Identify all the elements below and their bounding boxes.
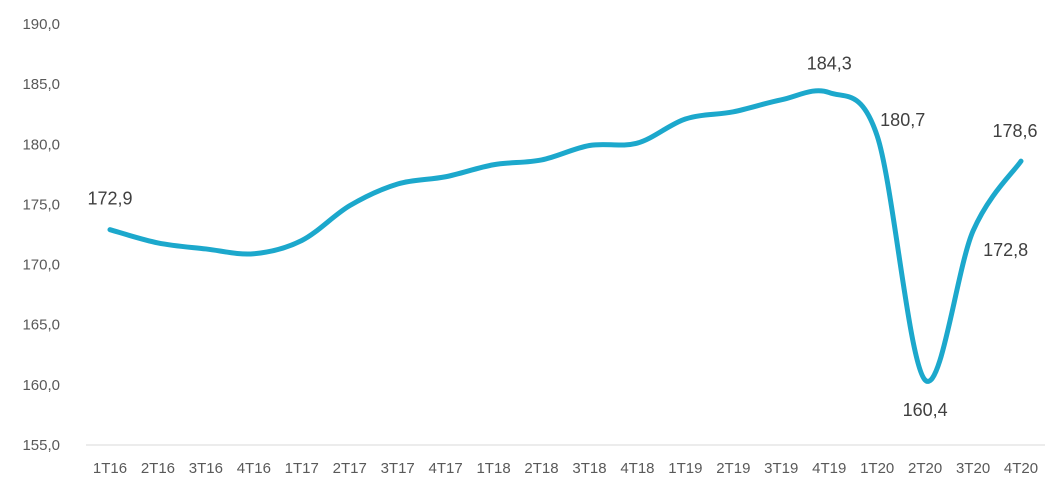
data-label: 184,3: [807, 54, 852, 74]
y-tick-label: 185,0: [22, 76, 60, 93]
y-tick-label: 170,0: [22, 257, 60, 274]
x-tick-label: 3T18: [572, 460, 606, 477]
x-tick-label: 4T20: [1004, 460, 1038, 477]
y-tick-label: 160,0: [22, 377, 60, 394]
x-tick-label: 1T19: [668, 460, 702, 477]
x-tick-label: 4T17: [429, 460, 463, 477]
x-tick-label: 1T16: [93, 460, 127, 477]
x-tick-label: 3T19: [764, 460, 798, 477]
data-label: 178,6: [993, 121, 1038, 141]
y-tick-label: 180,0: [22, 136, 60, 153]
data-points: [107, 90, 1023, 382]
x-tick-label: 3T20: [956, 460, 990, 477]
series: [107, 88, 1024, 384]
data-label: 160,4: [903, 400, 948, 420]
x-axis: 1T16 2T16 3T16 4T16 1T17 2T17 3T17 4T17 1T18 2T18…: [86, 444, 1045, 477]
x-tick-label: 3T17: [381, 460, 415, 477]
data-label: 180,7: [880, 110, 925, 130]
y-tick-label: 155,0: [22, 437, 60, 454]
x-tick-label: 2T16: [141, 460, 175, 477]
y-tick-label: 190,0: [22, 16, 60, 33]
x-tick-label: 1T20: [860, 460, 894, 477]
x-tick-label: 2T17: [333, 460, 367, 477]
series-line: [107, 88, 1024, 384]
data-labels: 172,9 184,3 180,7 160,4 172,8 178,6: [87, 54, 1037, 420]
x-tick-label: 4T16: [237, 460, 271, 477]
x-tick-label: 2T20: [908, 460, 942, 477]
x-tick-label: 4T18: [620, 460, 654, 477]
data-label: 172,8: [983, 240, 1028, 260]
x-tick-label: 2T19: [716, 460, 750, 477]
x-tick-label: 3T16: [189, 460, 223, 477]
data-label: 172,9: [87, 189, 132, 209]
x-tick-label: 1T18: [476, 460, 510, 477]
y-axis: 155,0 160,0 165,0 170,0 175,0 180,0 185,0 190,0: [22, 16, 60, 454]
y-tick-label: 165,0: [22, 317, 60, 334]
x-tick-label: 2T18: [524, 460, 558, 477]
y-tick-label: 175,0: [22, 196, 60, 213]
x-tick-label: 1T17: [285, 460, 319, 477]
x-tick-label: 4T19: [812, 460, 846, 477]
